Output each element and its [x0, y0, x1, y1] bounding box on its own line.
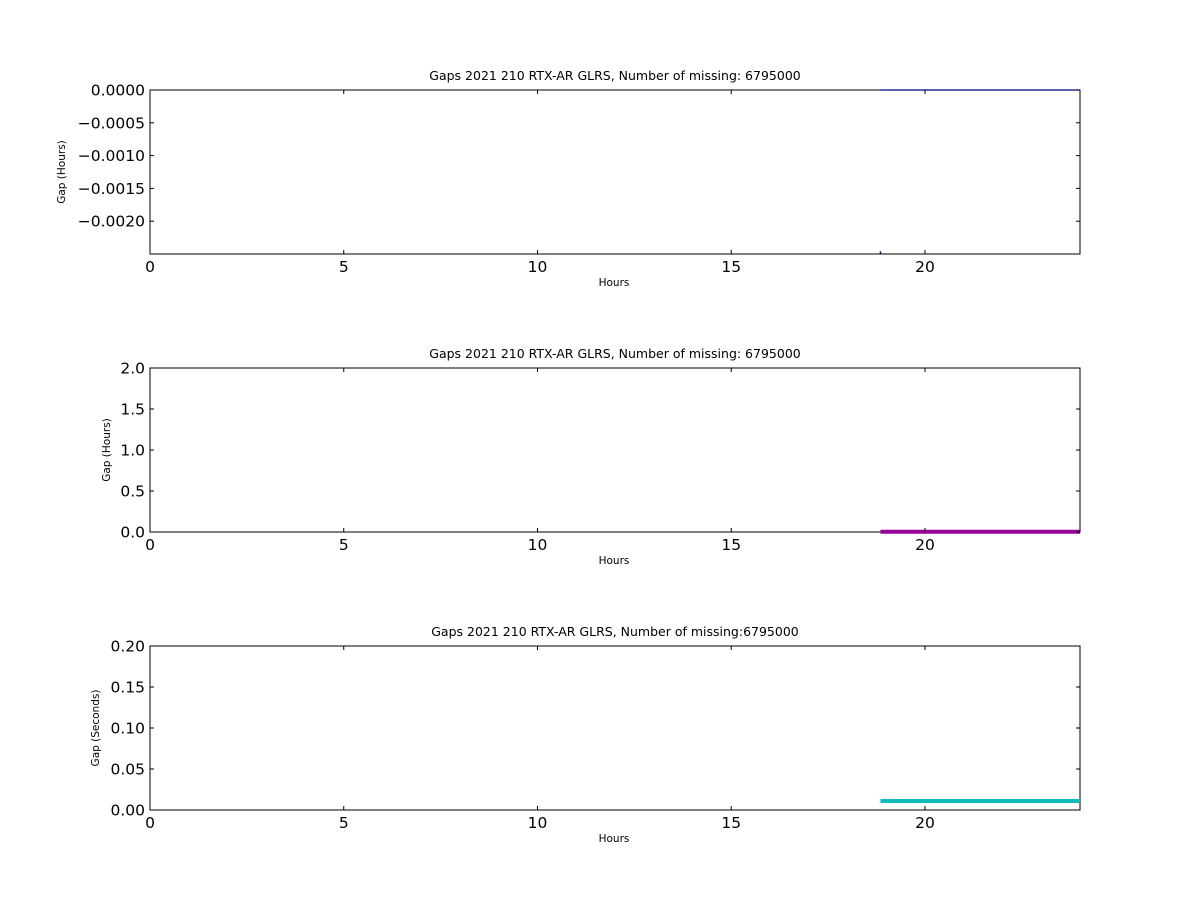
y-tick-label: −0.0010	[78, 147, 145, 165]
y-tick-label: 0.0000	[91, 82, 145, 100]
subplot-1: Gaps 2021 210 RTX-AR GLRS, Number of mis…	[56, 68, 1081, 289]
y-tick-label: 0.20	[110, 638, 145, 656]
y-tick-label: 0.10	[110, 720, 145, 738]
subplot-2: Gaps 2021 210 RTX-AR GLRS, Number of mis…	[101, 346, 1081, 567]
subplot-1-series	[879, 89, 1080, 254]
y-tick-label: 0.00	[110, 802, 145, 820]
x-tick-label: 15	[721, 536, 741, 554]
subplot-2-x-axis: 0 5 10 15 20	[145, 368, 935, 554]
subplot-1-x-axis-label: Hours	[599, 277, 630, 289]
x-tick-label: 0	[145, 814, 155, 832]
y-tick-label: 0.0	[120, 524, 145, 542]
y-tick-label: 0.15	[110, 679, 145, 697]
y-tick-label: −0.0020	[78, 213, 145, 231]
subplot-3: Gaps 2021 210 RTX-AR GLRS, Number of mis…	[90, 624, 1081, 845]
subplot-3-x-axis-label: Hours	[599, 833, 630, 845]
x-tick-label: 20	[915, 536, 935, 554]
subplot-2-y-axis: 0.0 0.5 1.0 1.5 2.0	[120, 360, 1080, 542]
x-tick-label: 0	[145, 258, 155, 276]
x-tick-label: 10	[528, 536, 548, 554]
subplot-1-title: Gaps 2021 210 RTX-AR GLRS, Number of mis…	[429, 68, 801, 83]
x-tick-label: 10	[528, 258, 548, 276]
subplot-1-x-axis: 0 5 10 15 20	[145, 90, 935, 276]
subplot-1-y-axis-label: Gap (Hours)	[56, 140, 68, 204]
x-tick-label: 20	[915, 814, 935, 832]
y-tick-label: 0.5	[120, 483, 145, 501]
subplot-1-y-axis: 0.0000 −0.0005 −0.0010 −0.0015 −0.0020	[78, 82, 1080, 231]
subplot-2-y-axis-label: Gap (Hours)	[101, 418, 113, 482]
x-tick-label: 5	[339, 814, 349, 832]
x-tick-label: 0	[145, 536, 155, 554]
x-tick-label: 15	[721, 258, 741, 276]
y-tick-label: −0.0015	[78, 180, 145, 198]
y-tick-label: 1.5	[120, 401, 145, 419]
subplot-3-title: Gaps 2021 210 RTX-AR GLRS, Number of mis…	[431, 624, 799, 639]
subplot-2-x-axis-label: Hours	[599, 555, 630, 567]
x-tick-label: 5	[339, 258, 349, 276]
y-tick-label: 2.0	[120, 360, 145, 378]
subplot-1-plot-area	[149, 89, 1081, 255]
x-tick-label: 20	[915, 258, 935, 276]
subplot-3-plot-area	[149, 645, 1081, 811]
y-tick-label: 0.05	[110, 761, 145, 779]
x-tick-label: 10	[528, 814, 548, 832]
y-tick-label: −0.0005	[78, 114, 145, 132]
subplot-3-y-axis-label: Gap (Seconds)	[90, 690, 102, 767]
subplot-3-y-axis: 0.00 0.05 0.10 0.15 0.20	[110, 638, 1080, 820]
subplot-3-x-axis: 0 5 10 15 20	[145, 646, 935, 832]
x-tick-label: 15	[721, 814, 741, 832]
subplot-2-title: Gaps 2021 210 RTX-AR GLRS, Number of mis…	[429, 346, 801, 361]
y-tick-label: 1.0	[120, 442, 145, 460]
x-tick-label: 5	[339, 536, 349, 554]
subplot-2-plot-area	[149, 367, 1081, 533]
